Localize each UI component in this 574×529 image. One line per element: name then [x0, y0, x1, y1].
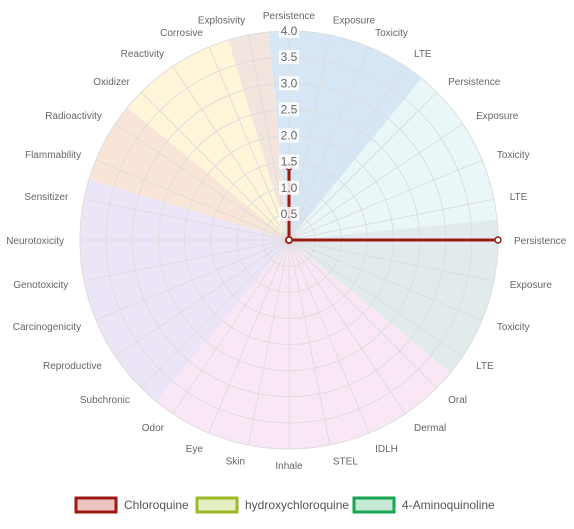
tick-label: 2.5 — [281, 102, 298, 116]
tick-label: 3.0 — [281, 76, 298, 90]
tick-label: 4.0 — [281, 24, 298, 38]
axis-label: Reactivity — [121, 49, 164, 60]
axis-label: LTE — [414, 49, 432, 60]
axis-label: Exposure — [333, 15, 376, 26]
axis-label: Eye — [186, 444, 204, 455]
grid-spoke — [288, 159, 483, 241]
radial-ticks: 0.5 1.0 1.5 2.0 2.5 3.0 3.5 4.0 — [279, 24, 299, 221]
grid-spoke — [288, 239, 464, 357]
axis-label: Carcinogenicity — [13, 322, 81, 333]
axis-label: Persistence — [448, 77, 501, 88]
tick-label-bg — [279, 154, 299, 169]
tick-label: 1.5 — [281, 155, 298, 169]
grid-spoke — [288, 46, 370, 241]
legend-label: 4-Aminoquinoline — [402, 498, 495, 512]
grid-spoke — [83, 198, 290, 241]
tick-label: 0.5 — [281, 207, 298, 221]
grid-spoke — [288, 91, 438, 241]
grid-spoke — [208, 239, 290, 434]
axis-label: Toxicity — [497, 150, 530, 161]
axis-label: Toxicity — [375, 28, 408, 39]
grid-spoke — [288, 123, 464, 241]
axis-label: Explosivity — [198, 15, 245, 26]
grid-spoke — [95, 239, 290, 321]
grid-spoke — [83, 239, 290, 282]
legend: Chloroquine hydroxychloroquine 4-Aminoquin… — [74, 496, 495, 514]
axis-label: Inhale — [275, 461, 303, 472]
tick-label-bg — [279, 76, 299, 91]
axis-labels: Persistence Exposure Toxicity LTE Persistenc… — [6, 11, 566, 472]
axis-label: Subchronic — [80, 395, 130, 406]
tick-label-bg — [279, 102, 299, 117]
grid-spoke — [288, 198, 495, 241]
legend-swatch — [74, 496, 118, 514]
tick-label-bg — [279, 50, 299, 65]
data-point[interactable] — [285, 236, 293, 244]
grid-spoke — [208, 46, 290, 241]
axis-label: Radioactivity — [45, 111, 102, 122]
grid-spoke — [288, 239, 438, 389]
grid-spoke — [140, 91, 290, 241]
category-sector — [156, 240, 451, 449]
grid-spoke — [114, 123, 290, 241]
tick-label-bg — [279, 24, 299, 38]
axis-label: Reproductive — [43, 361, 102, 372]
axis-label: LTE — [510, 192, 528, 203]
tick-label-bg — [279, 128, 299, 143]
grid-spoke — [172, 239, 290, 415]
tick-label-bg — [279, 206, 299, 221]
data-point[interactable] — [494, 236, 502, 244]
category-sector — [228, 32, 289, 240]
grid-spoke — [114, 239, 290, 357]
axis-label: Exposure — [476, 111, 519, 122]
category-sector — [289, 78, 497, 240]
axis-label: Odor — [142, 423, 165, 434]
grid-spoke — [172, 65, 290, 241]
grid-spoke — [288, 239, 483, 321]
grid-spoke — [288, 239, 331, 446]
axis-label: Skin — [226, 457, 245, 468]
axis-label: Dermal — [414, 423, 446, 434]
tick-label: 1.0 — [281, 181, 298, 195]
grid-spoke — [247, 239, 290, 446]
axis-label: Persistence — [514, 236, 567, 247]
tick-label-bg — [279, 180, 299, 195]
grid-spoke — [288, 34, 331, 241]
grid-spoke — [140, 239, 290, 389]
legend-item[interactable]: hydroxychloroquine — [195, 496, 349, 514]
axis-label: Exposure — [510, 280, 553, 291]
axis-label: Flammability — [25, 150, 81, 161]
tick-label: 2.0 — [281, 129, 298, 143]
tick-label: 3.5 — [281, 50, 298, 64]
grid-spoke — [288, 239, 370, 434]
grid-spoke — [288, 239, 495, 282]
category-sector — [127, 39, 289, 241]
axis-label: Oxidizer — [93, 77, 130, 88]
axis-label: Genotoxicity — [13, 280, 68, 291]
grid-spoke — [95, 159, 290, 241]
axis-label: Corrosive — [160, 28, 203, 39]
legend-item[interactable]: 4-Aminoquinoline — [352, 496, 495, 514]
axis-label: Sensitizer — [24, 192, 69, 203]
axis-label: Oral — [448, 395, 467, 406]
legend-label: Chloroquine — [124, 498, 189, 512]
legend-swatch — [195, 496, 239, 514]
axis-label: Neurotoxicity — [6, 236, 64, 247]
axis-label: Persistence — [263, 11, 316, 22]
axis-label: LTE — [476, 361, 494, 372]
axis-label: IDLH — [375, 444, 398, 455]
axis-label: STEL — [333, 457, 358, 468]
legend-label: hydroxychloroquine — [245, 498, 349, 512]
grid-spoke — [288, 65, 406, 241]
legend-item[interactable]: Chloroquine — [74, 496, 189, 514]
grid-spoke — [288, 239, 406, 415]
axis-label: Toxicity — [497, 322, 530, 333]
legend-swatch — [352, 496, 396, 514]
grid-spoke — [247, 34, 290, 241]
